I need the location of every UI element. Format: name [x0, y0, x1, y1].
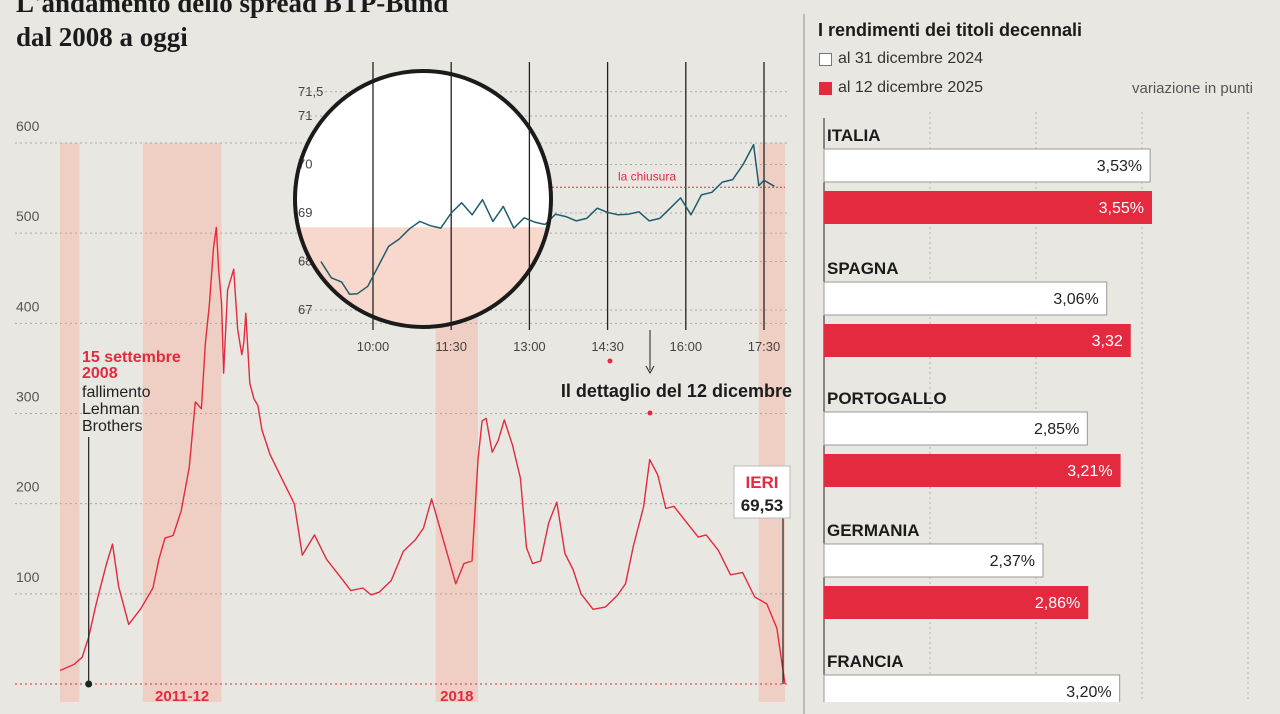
inset-x-tick-4: 16:00 — [670, 339, 703, 354]
bar-value-portogallo-2025: 3,21% — [1067, 463, 1112, 480]
inset-x-tick-1: 11:30 — [435, 339, 467, 354]
bar-francia-2024 — [823, 674, 1121, 702]
y-tick-100: 100 — [16, 569, 40, 585]
country-label-spagna: SPAGNA — [827, 259, 898, 278]
ieri-box — [733, 465, 791, 519]
legend-swatch-2025 — [819, 81, 832, 95]
bar-portogallo-2025 — [824, 454, 1121, 487]
bar-value-spagna-2025: 3,32 — [1092, 333, 1123, 350]
magnifier-ring — [293, 69, 553, 329]
bar-value-italia-2025: 3,55% — [1099, 200, 1144, 217]
ieri-label: IERI — [745, 473, 778, 492]
legend-2024: al 31 dicembre 2024 — [819, 50, 983, 68]
bar-germania-2024 — [823, 543, 1044, 578]
bar-value-spagna-2024: 3,06% — [1053, 291, 1098, 308]
bar-spagna-2025 — [824, 324, 1131, 357]
country-label-portogallo: PORTOGALLO — [827, 389, 947, 408]
country-label-germania: GERMANIA — [827, 521, 920, 540]
lehman-date: 15 settembre 2008 — [82, 349, 181, 382]
lehman-dot — [85, 680, 93, 688]
highlight-band-1 — [142, 143, 222, 702]
bar-italia-2025 — [824, 191, 1152, 224]
highlight-band-3 — [758, 143, 785, 702]
legend-swatch-2024 — [819, 52, 832, 66]
legend-2025: al 12 dicembre 2025 — [819, 79, 983, 97]
inset-y-tick-0: 71,5 — [298, 84, 323, 99]
y-tick-200: 200 — [16, 479, 40, 495]
spread-chart: 2011-12 2018 100 200 300 400 500 600 15 settembr… — [15, 62, 792, 702]
inset-x-tick-5: 17:30 — [748, 339, 781, 354]
yields-title: I rendimenti dei titoli decennali — [818, 20, 1083, 40]
country-label-francia: FRANCIA — [827, 652, 904, 671]
spread-line — [59, 226, 786, 685]
bar-portogallo-2024 — [823, 411, 1088, 446]
bar-value-germania-2025: 2,86% — [1035, 595, 1080, 612]
detail-arrow-head — [645, 365, 655, 375]
legend-label-2024: al 31 dicembre 2024 — [838, 50, 983, 67]
y-tick-500: 500 — [16, 208, 40, 224]
inset-x-tick-3: 14:30 — [591, 339, 624, 354]
bar-spagna-2024 — [823, 281, 1108, 316]
panel-divider — [803, 14, 805, 714]
lehman-text-0: fallimento — [82, 384, 151, 401]
band-label-2: 2018 — [440, 688, 473, 702]
marker-dot-1 — [607, 358, 613, 364]
bar-value-italia-2024: 3,53% — [1097, 158, 1142, 175]
lehman-text-2: Brothers — [82, 418, 142, 435]
lehman-text-1: Lehman — [82, 401, 140, 418]
bar-value-portogallo-2024: 2,85% — [1034, 421, 1079, 438]
inset-x-tick-0: 10:00 — [357, 339, 390, 354]
chart-title-line-1: L'andamento dello spread BTP-Bund — [16, 0, 449, 18]
bar-value-francia-2024: 3,20% — [1066, 684, 1111, 701]
change-label: variazione in punti — [1132, 80, 1253, 97]
bar-germania-2025 — [824, 586, 1089, 619]
y-tick-300: 300 — [16, 389, 40, 405]
bar-value-germania-2024: 2,37% — [990, 553, 1035, 570]
chart-title: L'andamento dello spread BTP-Bund dal 20… — [16, 0, 448, 54]
y-tick-400: 400 — [16, 298, 40, 314]
country-label-italia: ITALIA — [827, 126, 881, 145]
inset-y-tick-1: 71 — [298, 108, 312, 123]
inset-y-tick-3: 69 — [298, 205, 312, 220]
y-tick-600: 600 — [16, 118, 40, 134]
bar-italia-2024 — [823, 148, 1151, 183]
inset-x-tick-2: 13:00 — [513, 339, 546, 354]
marker-dot-2 — [647, 410, 653, 416]
highlight-band-0 — [60, 143, 80, 702]
chart-title-line-2: dal 2008 a oggi — [16, 22, 188, 52]
band-label-1: 2011-12 — [155, 688, 209, 702]
legend-label-2025: al 12 dicembre 2025 — [838, 79, 983, 96]
inset-y-tick-5: 67 — [298, 302, 312, 317]
detail-caption: Il dettaglio del 12 dicembre — [561, 381, 792, 401]
ieri-value: 69,53 — [741, 496, 784, 515]
closing-label: la chiusura — [618, 169, 676, 183]
